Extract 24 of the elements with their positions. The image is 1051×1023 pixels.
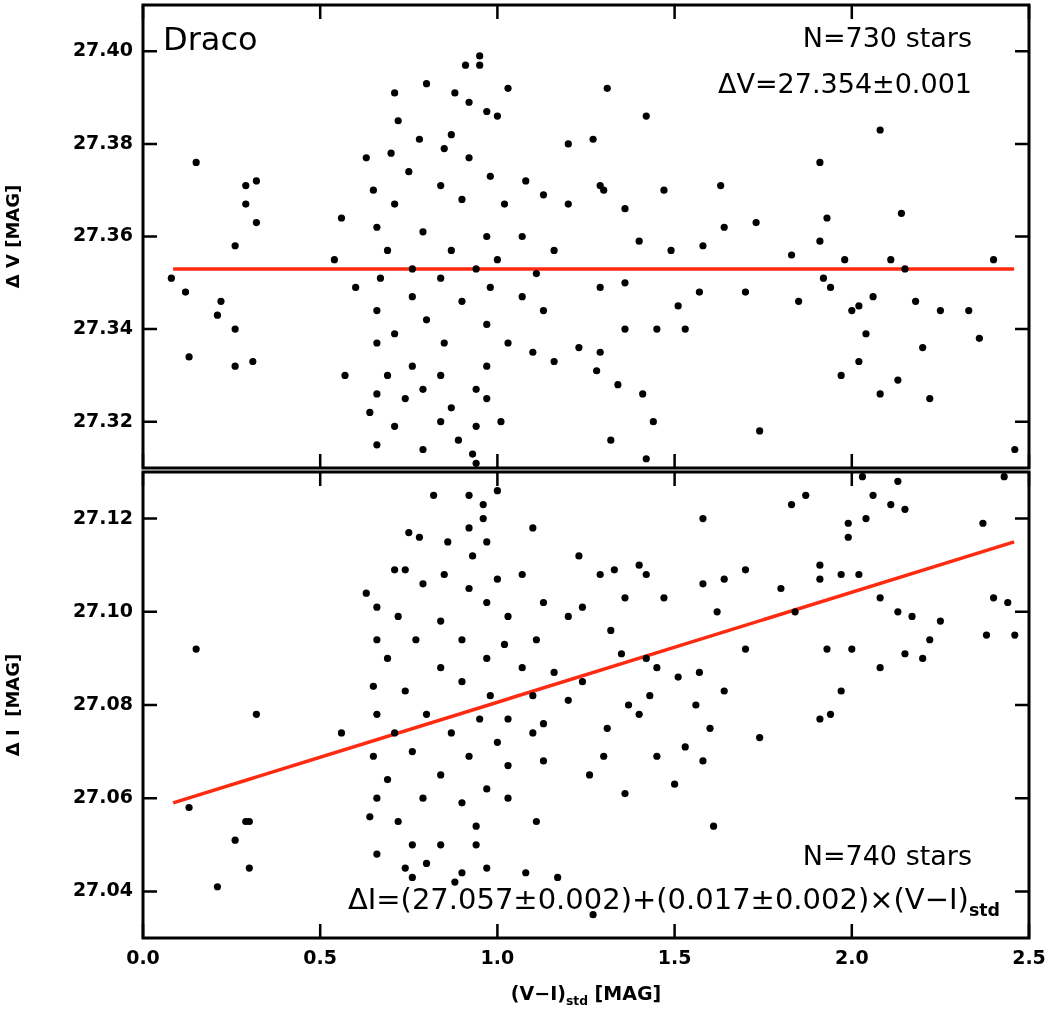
- annotation: N=740 stars: [802, 840, 972, 871]
- y-tick-label: 27.12: [72, 505, 133, 528]
- y-tick-label: 27.40: [72, 38, 133, 61]
- y-tick-label: 27.04: [72, 878, 133, 901]
- y-axis-title: Δ I [MAG]: [2, 653, 24, 757]
- y-tick-label: 27.38: [72, 130, 133, 153]
- y-tick-label: 27.10: [72, 598, 133, 621]
- x-tick-label: 2.0: [834, 946, 869, 969]
- x-tick-label: 0.5: [303, 946, 338, 969]
- annotation: ΔI=(27.057±0.002)+(0.017±0.002)×(V−I)$_{std}$: [347, 882, 1000, 920]
- annotation: N=730 stars: [802, 22, 972, 53]
- y-tick-label: 27.32: [72, 408, 133, 431]
- y-tick-label: 27.36: [72, 223, 133, 246]
- y-tick-label: 27.34: [72, 316, 133, 339]
- annotation: Draco: [163, 20, 258, 58]
- x-tick-label: 1.0: [480, 946, 515, 969]
- x-tick-label: 2.5: [1012, 946, 1046, 969]
- x-tick-label: 0.0: [126, 946, 160, 969]
- y-axis-title: Δ V [MAG]: [2, 184, 24, 289]
- y-tick-label: 27.06: [72, 785, 133, 808]
- annotation: ΔV=27.354±0.001: [718, 68, 972, 99]
- y-tick-label: 27.08: [72, 691, 133, 714]
- x-axis-title: (V−I)$_{std}$ [MAG]: [510, 982, 662, 1008]
- x-tick-label: 1.5: [657, 946, 692, 969]
